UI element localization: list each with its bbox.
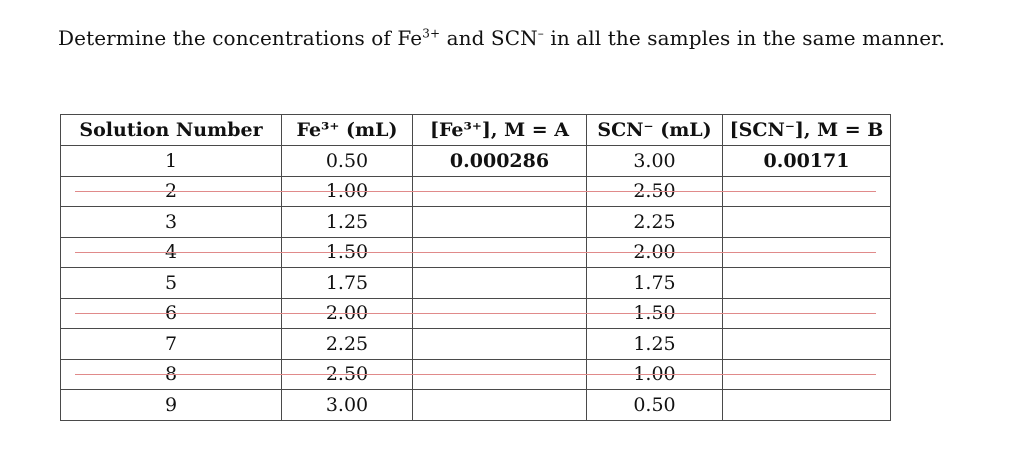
cell-scn-conc	[722, 267, 891, 299]
cell-scn-ml: 1.25	[586, 328, 723, 360]
cell-solution-number: 2	[60, 175, 283, 207]
cell-solution-number: 5	[60, 267, 282, 299]
cell-fe-conc	[412, 389, 587, 421]
table-row: 1 0.50 0.000286 3.00 0.00171	[60, 145, 891, 177]
data-table: Solution Number Fe³⁺ (mL) [Fe³⁺], M = A …	[60, 114, 891, 421]
instructions-text: Determine the concentrations of Fe3+ and…	[58, 22, 958, 54]
cell-scn-ml: 2.25	[586, 206, 723, 238]
cell-solution-number: 1	[60, 145, 282, 177]
cell-fe-ml: 2.25	[281, 328, 413, 360]
instructions-part-2: and SCN	[440, 26, 538, 50]
cell-fe-ml: 1.25	[281, 206, 413, 238]
cell-scn-conc: 0.00171	[722, 145, 891, 177]
cell-fe-ml: 3.00	[281, 389, 413, 421]
instructions-part-1: Determine the concentrations of Fe	[58, 26, 423, 50]
table-row: 7 2.25 1.25	[60, 328, 891, 360]
cell-scn-conc	[722, 297, 891, 329]
cell-fe-conc: 0.000286	[412, 145, 587, 177]
table-row: 4 1.50 2.00	[60, 236, 891, 268]
cell-solution-number: 6	[60, 297, 283, 329]
cell-fe-conc	[412, 267, 587, 299]
cell-fe-ml: 1.75	[281, 267, 413, 299]
cell-fe-ml: 2.50	[281, 358, 414, 390]
cell-fe-ml: 0.50	[281, 145, 413, 177]
cell-scn-ml: 1.50	[586, 297, 724, 329]
cell-fe-conc	[412, 358, 588, 390]
header-scn-conc: [SCN⁻], M = B	[722, 114, 891, 146]
cell-scn-conc	[722, 175, 891, 207]
cell-scn-ml: 2.50	[586, 175, 724, 207]
cell-solution-number: 7	[60, 328, 282, 360]
cell-fe-conc	[412, 206, 587, 238]
cell-fe-conc	[412, 297, 588, 329]
cell-fe-conc	[412, 236, 588, 268]
table-row: 2 1.00 2.50	[60, 175, 891, 207]
cell-scn-conc	[722, 328, 891, 360]
scn-charge: –	[537, 26, 544, 41]
cell-scn-ml: 2.00	[586, 236, 724, 268]
cell-fe-ml: 2.00	[281, 297, 414, 329]
cell-fe-conc	[412, 175, 588, 207]
table-row: 3 1.25 2.25	[60, 206, 891, 238]
cell-scn-ml: 0.50	[586, 389, 723, 421]
cell-scn-ml: 3.00	[586, 145, 723, 177]
table-row: 5 1.75 1.75	[60, 267, 891, 299]
cell-solution-number: 4	[60, 236, 283, 268]
cell-scn-conc	[722, 358, 891, 390]
cell-scn-ml: 1.75	[586, 267, 723, 299]
header-scn-ml: SCN⁻ (mL)	[586, 114, 723, 146]
cell-scn-ml: 1.00	[586, 358, 724, 390]
header-fe-conc: [Fe³⁺], M = A	[412, 114, 587, 146]
table-row: 9 3.00 0.50	[60, 389, 891, 421]
cell-scn-conc	[722, 206, 891, 238]
cell-scn-conc	[722, 389, 891, 421]
instructions-part-3: in all the samples in the same manner.	[543, 26, 946, 50]
cell-solution-number: 9	[60, 389, 282, 421]
cell-fe-ml: 1.00	[281, 175, 414, 207]
cell-solution-number: 8	[60, 358, 283, 390]
cell-scn-conc	[722, 236, 891, 268]
header-row: Solution Number Fe³⁺ (mL) [Fe³⁺], M = A …	[60, 114, 891, 146]
header-fe-ml: Fe³⁺ (mL)	[281, 114, 413, 146]
table-row: 6 2.00 1.50	[60, 297, 891, 329]
fe-charge: 3+	[422, 26, 441, 41]
header-solution-number: Solution Number	[60, 114, 282, 146]
cell-fe-conc	[412, 328, 587, 360]
table-row: 8 2.50 1.00	[60, 358, 891, 390]
cell-solution-number: 3	[60, 206, 282, 238]
cell-fe-ml: 1.50	[281, 236, 414, 268]
